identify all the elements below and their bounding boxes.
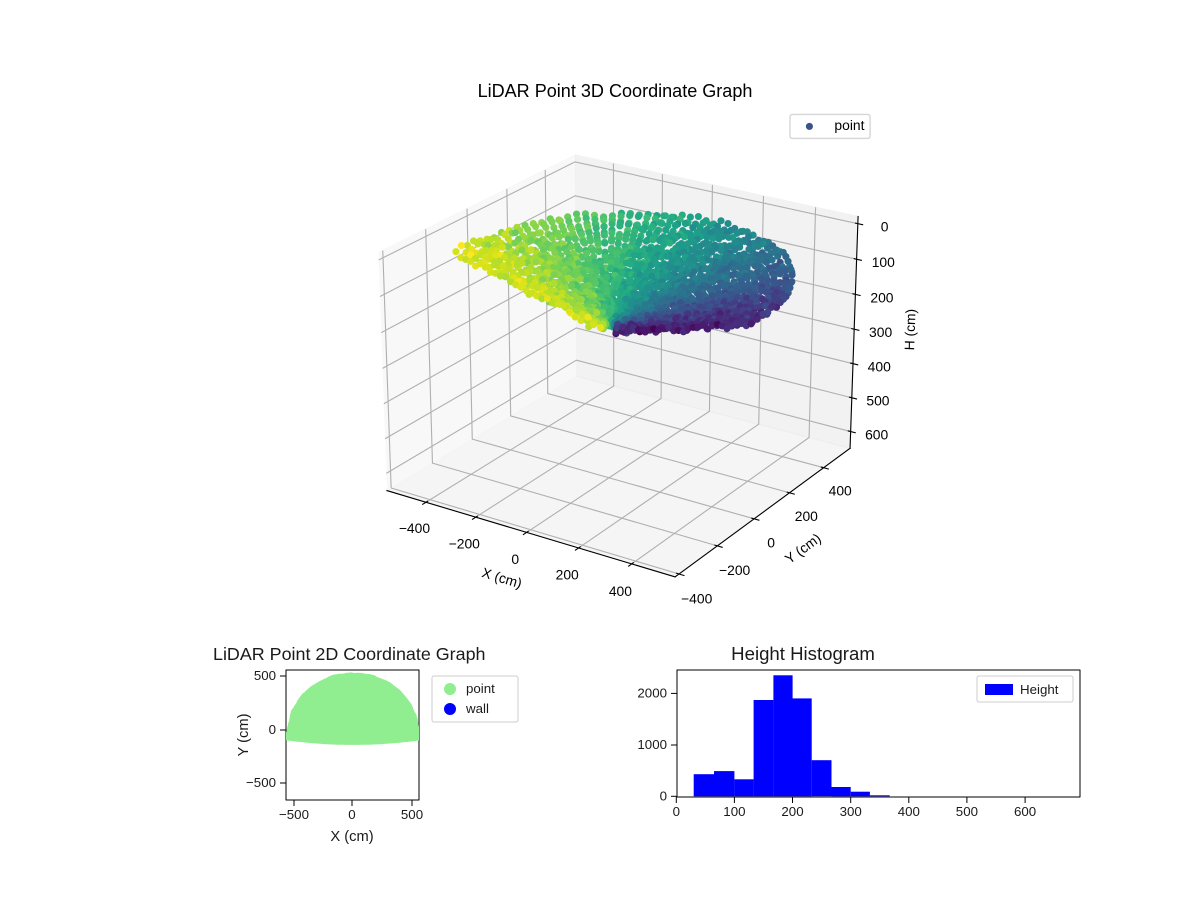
svg-text:1000: 1000: [637, 737, 667, 752]
svg-text:2000: 2000: [637, 686, 667, 701]
svg-text:300: 300: [840, 804, 862, 819]
svg-text:500: 500: [956, 804, 978, 819]
svg-text:100: 100: [723, 804, 745, 819]
svg-text:0: 0: [660, 789, 667, 804]
svg-text:200: 200: [781, 804, 803, 819]
svg-text:600: 600: [1014, 804, 1036, 819]
svg-text:Height: Height: [1020, 682, 1059, 697]
svg-text:Height Histogram: Height Histogram: [731, 643, 875, 664]
svg-text:0: 0: [673, 804, 680, 819]
svg-text:400: 400: [898, 804, 920, 819]
